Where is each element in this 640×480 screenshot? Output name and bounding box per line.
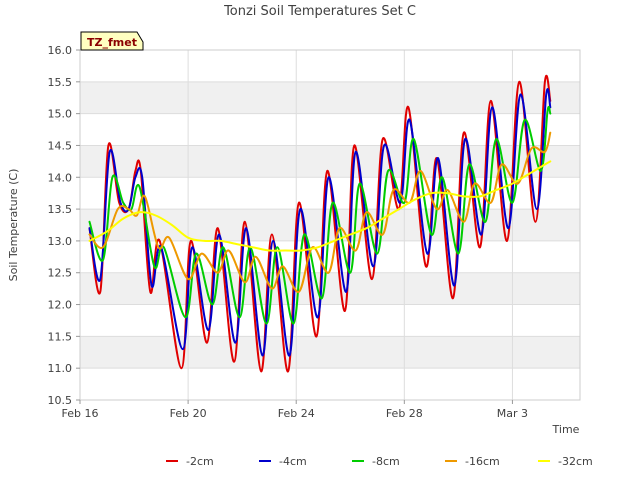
legend-label: -2cm <box>186 455 214 468</box>
y-tick-label: 11.5 <box>48 330 73 343</box>
plot-frame <box>79 49 581 401</box>
series-line-4cm <box>88 88 552 357</box>
y-tick-label: 15.5 <box>48 76 73 89</box>
series-line-2cm <box>88 74 552 373</box>
site-badge: TZ_fmet <box>80 31 144 51</box>
y-tick-label: 10.5 <box>48 394 73 407</box>
y-tick-label: 14.0 <box>48 171 73 184</box>
x-tick-label: Feb 24 <box>278 407 315 420</box>
legend: -2cm -4cm -8cm -16cm -32cm <box>166 455 593 468</box>
y-axis-label: Soil Temperature (C) <box>7 169 20 282</box>
y-tick-label: 13.0 <box>48 235 73 248</box>
x-axis-label: Time <box>552 423 580 436</box>
legend-item: -8cm <box>352 455 400 468</box>
y-axis-ticks: 10.5 11.0 11.5 12.0 12.5 13.0 13.5 14.0 14.5 15.0… <box>48 44 80 407</box>
x-tick-label: Feb 20 <box>170 407 207 420</box>
y-tick-label: 12.0 <box>48 299 73 312</box>
site-badge-text: TZ_fmet <box>87 36 137 49</box>
legend-item: -16cm <box>445 455 500 468</box>
legend-item: -32cm <box>538 455 593 468</box>
legend-label: -16cm <box>465 455 500 468</box>
x-tick-label: Feb 16 <box>62 407 99 420</box>
chart-title: Tonzi Soil Temperatures Set C <box>223 4 416 19</box>
series-line-8cm <box>88 105 552 325</box>
legend-item: -4cm <box>259 455 307 468</box>
y-tick-label: 15.0 <box>48 108 73 121</box>
x-tick-label: Mar 3 <box>497 407 528 420</box>
legend-label: -4cm <box>279 455 307 468</box>
series-line-16cm <box>88 131 552 293</box>
plot-band <box>80 81 580 114</box>
y-tick-label: 12.5 <box>48 267 73 280</box>
series-line-32cm <box>88 160 552 252</box>
y-tick-label: 13.5 <box>48 203 73 216</box>
series-layer <box>88 74 552 373</box>
legend-label: -32cm <box>558 455 593 468</box>
y-tick-label: 16.0 <box>48 44 73 57</box>
y-tick-label: 11.0 <box>48 362 73 375</box>
x-axis-ticks: Feb 16 Feb 20 Feb 24 Feb 28 Mar 3 <box>62 400 528 420</box>
x-tick-label: Feb 28 <box>386 407 423 420</box>
plot-band <box>80 272 580 305</box>
legend-item: -2cm <box>166 455 214 468</box>
plot-band <box>80 336 580 369</box>
y-tick-label: 14.5 <box>48 139 73 152</box>
legend-label: -8cm <box>372 455 400 468</box>
